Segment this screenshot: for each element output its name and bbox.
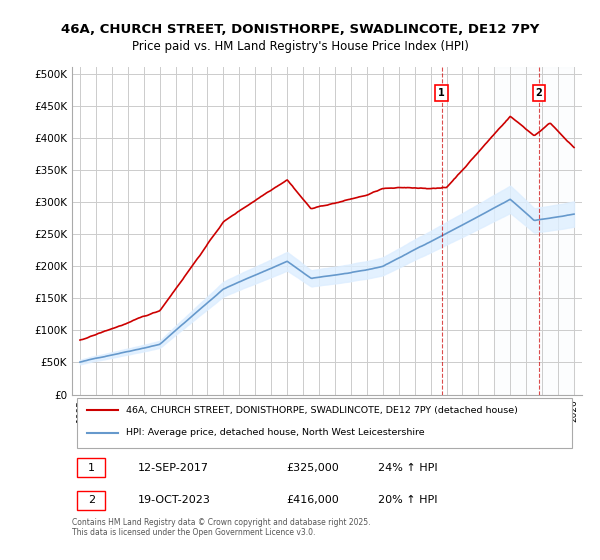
Text: Price paid vs. HM Land Registry's House Price Index (HPI): Price paid vs. HM Land Registry's House …: [131, 40, 469, 53]
Text: 12-SEP-2017: 12-SEP-2017: [139, 463, 209, 473]
FancyBboxPatch shape: [77, 398, 572, 448]
Text: Contains HM Land Registry data © Crown copyright and database right 2025.
This d: Contains HM Land Registry data © Crown c…: [72, 517, 371, 537]
Text: HPI: Average price, detached house, North West Leicestershire: HPI: Average price, detached house, Nort…: [125, 428, 424, 437]
FancyBboxPatch shape: [77, 491, 105, 510]
Text: 46A, CHURCH STREET, DONISTHORPE, SWADLINCOTE, DE12 7PY: 46A, CHURCH STREET, DONISTHORPE, SWADLIN…: [61, 24, 539, 36]
Text: 2: 2: [88, 496, 95, 505]
Text: 1: 1: [88, 463, 95, 473]
Text: £416,000: £416,000: [286, 496, 339, 505]
Bar: [494, 67, 574, 394]
Text: 24% ↑ HPI: 24% ↑ HPI: [378, 463, 437, 473]
Text: 46A, CHURCH STREET, DONISTHORPE, SWADLINCOTE, DE12 7PY (detached house): 46A, CHURCH STREET, DONISTHORPE, SWADLIN…: [125, 405, 517, 415]
Text: 19-OCT-2023: 19-OCT-2023: [139, 496, 211, 505]
Text: 2: 2: [536, 88, 542, 98]
Text: 20% ↑ HPI: 20% ↑ HPI: [378, 496, 437, 505]
Text: £325,000: £325,000: [286, 463, 339, 473]
FancyBboxPatch shape: [77, 459, 105, 477]
Text: 1: 1: [439, 88, 445, 98]
